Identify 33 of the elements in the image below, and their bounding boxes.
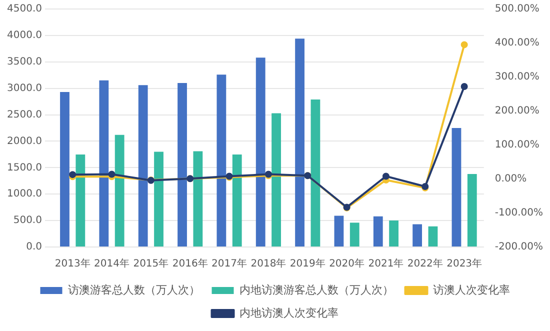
x-tick-label: 2019年 [290, 258, 326, 270]
y2-tick-label: 0.00% [494, 174, 527, 185]
x-tick-label: 2022年 [407, 258, 443, 270]
y-tick-label: 4000.0 [6, 30, 42, 42]
legend-label: 内地访澳人次变化率 [239, 306, 338, 320]
y2-tick-label: 500.00% [494, 4, 540, 15]
y-tick-label: 2000.0 [6, 136, 42, 147]
y2-tick-label: 200.00% [494, 106, 540, 117]
x-tick-label: 2020年 [329, 258, 365, 270]
y-tick-label: 3000.0 [6, 82, 42, 94]
x-tick-label: 2013年 [54, 258, 90, 270]
y-tick-label: 3500.0 [6, 56, 42, 68]
y2-tick-label: 400.00% [494, 38, 540, 49]
y2-tick-label: 300.00% [494, 72, 540, 83]
y2-tick-label: -100.00% [494, 208, 544, 219]
y-tick-label: 1500.0 [6, 162, 42, 174]
legend-label: 内地访澳游客总人数（万人次） [239, 283, 394, 296]
x-tick-label: 2023年 [446, 258, 482, 270]
legend-label: 访澳人次变化率 [432, 283, 510, 296]
y-tick-label: 4500.0 [6, 4, 42, 15]
y-tick-label: 0.0 [26, 242, 42, 253]
x-tick-label: 2018年 [250, 258, 286, 270]
y-tick-label: 1000.0 [6, 188, 42, 200]
legend-label: 访澳游客总人数（万人次） [68, 283, 200, 296]
x-tick-label: 2015年 [133, 258, 169, 270]
y2-tick-label: 100.00% [494, 140, 540, 151]
x-tick-label: 2021年 [368, 258, 404, 270]
y2-tick-label: -200.00% [494, 242, 544, 253]
x-tick-label: 2017年 [212, 258, 247, 270]
y-tick-label: 500.0 [13, 215, 42, 226]
x-tick-label: 2016年 [172, 258, 208, 270]
y-tick-label: 2500.0 [6, 109, 42, 120]
x-tick-label: 2014年 [94, 258, 130, 270]
